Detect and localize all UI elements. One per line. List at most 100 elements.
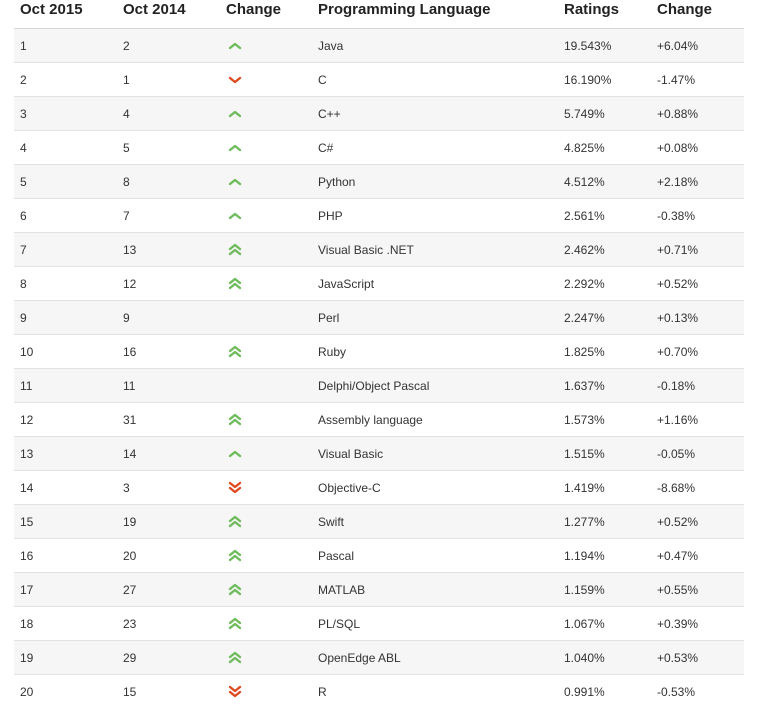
rating-cell: 16.190% <box>564 72 612 87</box>
rating-cell: 1.419% <box>564 480 605 495</box>
table-row[interactable]: 1 2 Java 19.543% +6.04% <box>14 28 744 63</box>
double-chevron-up-icon <box>228 413 242 427</box>
chevron-up-icon <box>228 209 242 223</box>
trend-cell <box>220 471 312 505</box>
chevron-up-icon <box>228 107 242 121</box>
language-cell[interactable]: C++ <box>318 106 341 121</box>
rank-2015-cell: 16 <box>20 548 34 563</box>
rank-2014-cell: 15 <box>123 684 137 699</box>
header-row: Oct 2015 Oct 2014 Change Programming Lan… <box>14 0 744 29</box>
double-chevron-up-icon <box>228 243 242 257</box>
language-cell[interactable]: Visual Basic <box>318 446 384 461</box>
language-cell[interactable]: MATLAB <box>318 582 366 597</box>
header-programming-language[interactable]: Programming Language <box>318 1 491 18</box>
trend-cell <box>220 437 312 471</box>
table-row[interactable]: 17 27 MATLAB 1.159% +0.55% <box>14 572 744 607</box>
header-oct-2015[interactable]: Oct 2015 <box>20 1 83 18</box>
change-cell: +0.13% <box>657 310 699 325</box>
language-cell[interactable]: Pascal <box>318 548 355 563</box>
rank-2015-cell: 20 <box>20 684 34 699</box>
rating-cell: 1.040% <box>564 650 605 665</box>
language-cell[interactable]: C# <box>318 140 334 155</box>
table-row[interactable]: 15 19 Swift 1.277% +0.52% <box>14 504 744 539</box>
rank-2015-cell: 12 <box>20 412 34 427</box>
change-cell: +0.52% <box>657 514 699 529</box>
table-row[interactable]: 18 23 PL/SQL 1.067% +0.39% <box>14 606 744 641</box>
language-cell[interactable]: Objective-C <box>318 480 381 495</box>
header-change-rank[interactable]: Change <box>226 1 282 18</box>
table-row[interactable]: 6 7 PHP 2.561% -0.38% <box>14 198 744 233</box>
language-cell[interactable]: OpenEdge ABL <box>318 650 401 665</box>
rank-2014-cell: 14 <box>123 446 137 461</box>
table-row[interactable]: 2 1 C 16.190% -1.47% <box>14 62 744 97</box>
rank-2014-cell: 31 <box>123 412 137 427</box>
double-chevron-down-icon <box>228 685 242 699</box>
trend-cell <box>220 233 312 267</box>
language-cell[interactable]: R <box>318 684 327 699</box>
table-row[interactable]: 4 5 C# 4.825% +0.08% <box>14 130 744 165</box>
table-row[interactable]: 13 14 Visual Basic 1.515% -0.05% <box>14 436 744 471</box>
language-cell[interactable]: PL/SQL <box>318 616 361 631</box>
trend-cell <box>220 675 312 709</box>
header-change-percent[interactable]: Change <box>657 1 713 18</box>
rating-cell: 1.515% <box>564 446 605 461</box>
table-row[interactable]: 11 11 Delphi/Object Pascal 1.637% -0.18% <box>14 368 744 403</box>
language-cell[interactable]: Swift <box>318 514 345 529</box>
language-cell[interactable]: Python <box>318 174 356 189</box>
language-cell[interactable]: C <box>318 72 327 87</box>
table-row[interactable]: 9 9 Perl 2.247% +0.13% <box>14 300 744 335</box>
table-row[interactable]: 16 20 Pascal 1.194% +0.47% <box>14 538 744 573</box>
language-cell[interactable]: Ruby <box>318 344 347 359</box>
table-row[interactable]: 3 4 C++ 5.749% +0.88% <box>14 96 744 131</box>
header-oct-2014[interactable]: Oct 2014 <box>123 1 186 18</box>
language-cell[interactable]: Visual Basic .NET <box>318 242 414 257</box>
rating-cell: 5.749% <box>564 106 605 121</box>
rating-cell: 4.512% <box>564 174 605 189</box>
rank-2015-cell: 13 <box>20 446 34 461</box>
rank-2015-cell: 2 <box>20 72 27 87</box>
double-chevron-up-icon <box>228 515 242 529</box>
change-cell: +0.47% <box>657 548 699 563</box>
language-cell[interactable]: Java <box>318 38 344 53</box>
double-chevron-up-icon <box>228 549 242 563</box>
trend-cell <box>220 63 312 97</box>
double-chevron-up-icon <box>228 617 242 631</box>
table-row[interactable]: 12 31 Assembly language 1.573% +1.16% <box>14 402 744 437</box>
ranking-table-container: Oct 2015 Oct 2014 Change Programming Lan… <box>14 0 758 709</box>
rank-2014-cell: 7 <box>123 208 130 223</box>
language-cell[interactable]: Assembly language <box>318 412 423 427</box>
table-row[interactable]: 14 3 Objective-C 1.419% -8.68% <box>14 470 744 505</box>
rank-2014-cell: 8 <box>123 174 130 189</box>
chevron-up-icon <box>228 39 242 53</box>
rank-2015-cell: 17 <box>20 582 34 597</box>
rank-2014-cell: 19 <box>123 514 137 529</box>
language-cell[interactable]: JavaScript <box>318 276 375 291</box>
rank-2015-cell: 7 <box>20 242 27 257</box>
table-row[interactable]: 7 13 Visual Basic .NET 2.462% +0.71% <box>14 232 744 267</box>
table-row[interactable]: 20 15 R 0.991% -0.53% <box>14 674 744 709</box>
change-cell: +2.18% <box>657 174 699 189</box>
rank-2014-cell: 4 <box>123 106 130 121</box>
trend-cell <box>220 97 312 131</box>
language-cell[interactable]: PHP <box>318 208 343 223</box>
table-row[interactable]: 10 16 Ruby 1.825% +0.70% <box>14 334 744 369</box>
rank-2015-cell: 1 <box>20 38 27 53</box>
rank-2015-cell: 11 <box>20 378 33 393</box>
trend-cell <box>220 403 312 437</box>
change-cell: +0.71% <box>657 242 699 257</box>
rank-2015-cell: 18 <box>20 616 34 631</box>
header-ratings[interactable]: Ratings <box>564 1 620 18</box>
language-cell[interactable]: Perl <box>318 310 340 325</box>
trend-cell <box>220 335 312 369</box>
trend-cell <box>220 539 312 573</box>
rank-2015-cell: 10 <box>20 344 34 359</box>
language-cell[interactable]: Delphi/Object Pascal <box>318 378 430 393</box>
rating-cell: 19.543% <box>564 38 612 53</box>
rating-cell: 2.247% <box>564 310 605 325</box>
table-row[interactable]: 8 12 JavaScript 2.292% +0.52% <box>14 266 744 301</box>
rating-cell: 2.561% <box>564 208 605 223</box>
rank-2015-cell: 4 <box>20 140 27 155</box>
table-row[interactable]: 19 29 OpenEdge ABL 1.040% +0.53% <box>14 640 744 675</box>
table-row[interactable]: 5 8 Python 4.512% +2.18% <box>14 164 744 199</box>
trend-cell <box>220 369 312 403</box>
